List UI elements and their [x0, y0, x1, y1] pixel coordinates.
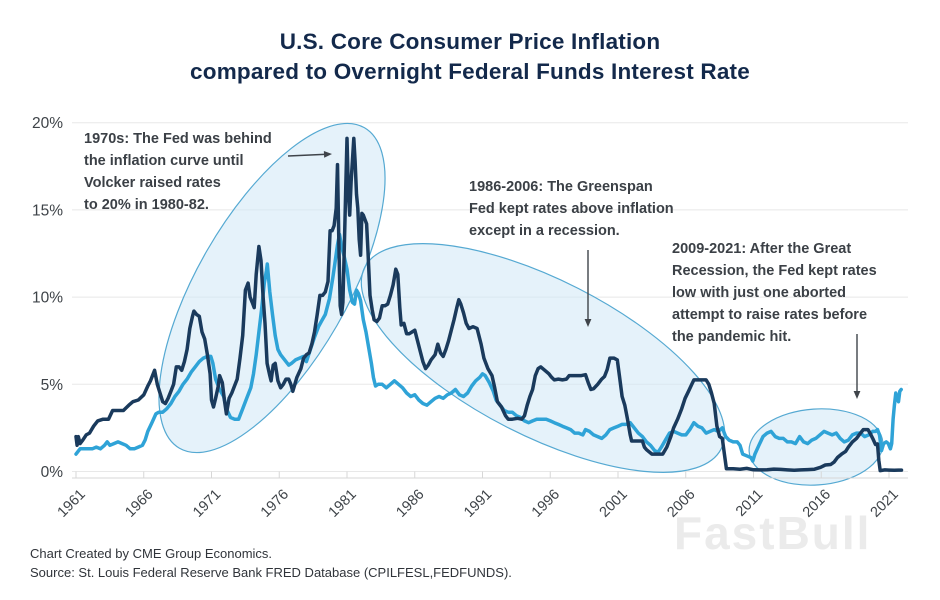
- y-axis-label: 20%: [32, 115, 63, 132]
- x-axis-label: 1976: [258, 487, 292, 521]
- annotation-2009-2021: 2009-2021: After the Great Recession, th…: [672, 241, 877, 345]
- y-axis-label: 15%: [32, 202, 63, 219]
- x-axis-label: 2021: [868, 487, 902, 521]
- annotation-arrowhead: [853, 391, 861, 399]
- x-axis-label: 1966: [122, 487, 156, 521]
- x-axis-label: 1996: [529, 487, 563, 521]
- annotation-arrows: [287, 150, 861, 399]
- y-axis-label: 5%: [41, 377, 64, 394]
- x-axis-label: 1986: [393, 487, 427, 521]
- x-axis-label: 1961: [55, 487, 89, 521]
- chart-title-line2: compared to Overnight Federal Funds Inte…: [190, 59, 750, 84]
- highlight-ellipse: [360, 243, 726, 473]
- x-axis-label: 2001: [597, 487, 631, 521]
- y-axis-label: 0%: [41, 464, 64, 481]
- chart-title-line1: U.S. Core Consumer Price Inflation: [279, 29, 661, 54]
- x-axis-label: 1971: [190, 487, 224, 521]
- highlight-ellipse: [748, 408, 884, 486]
- watermark: FastBull: [674, 507, 872, 559]
- footer-source: Source: St. Louis Federal Reserve Bank F…: [30, 564, 512, 580]
- annotation-1986-2006: 1986-2006: The Greenspan Fed kept rates …: [469, 179, 674, 239]
- x-axis-label: 1981: [326, 487, 360, 521]
- chart-title: U.S. Core Consumer Price Inflation compa…: [0, 27, 940, 87]
- footer: Chart Created by CME Group Economics. So…: [30, 545, 512, 582]
- footer-credit: Chart Created by CME Group Economics.: [30, 546, 273, 561]
- annotation-arrowhead: [584, 319, 592, 327]
- annotation-1970s: 1970s: The Fed was behind the inflation …: [84, 131, 272, 213]
- annotation-arrowhead: [323, 150, 332, 158]
- annotation-arrow-line: [287, 153, 325, 157]
- fed-funds-line: [74, 136, 904, 473]
- x-axis-label: 1991: [461, 487, 495, 521]
- data-series: [74, 136, 904, 473]
- y-axis-label: 10%: [32, 290, 63, 307]
